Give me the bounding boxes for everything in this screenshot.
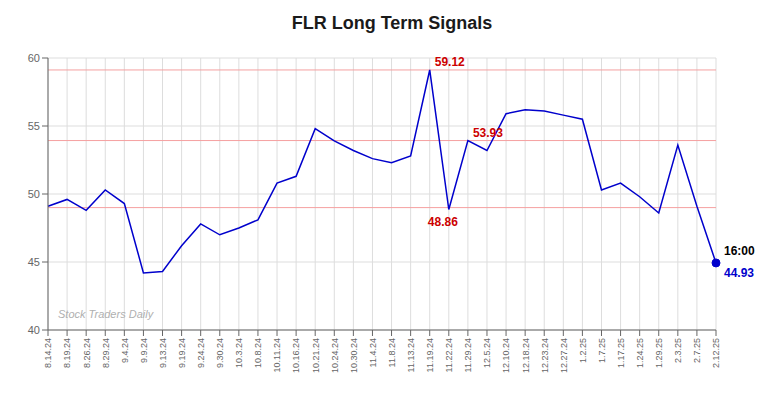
svg-text:9.30.24: 9.30.24: [215, 338, 225, 368]
svg-text:11.4.24: 11.4.24: [368, 338, 378, 367]
svg-text:9.9.24: 9.9.24: [139, 338, 149, 363]
svg-text:9.4.24: 9.4.24: [120, 338, 130, 363]
svg-text:11.19.24: 11.19.24: [425, 338, 435, 372]
svg-text:11.8.24: 11.8.24: [387, 338, 397, 367]
svg-text:10.8.24: 10.8.24: [253, 338, 263, 368]
svg-text:10.3.24: 10.3.24: [234, 338, 244, 368]
svg-text:8.29.24: 8.29.24: [101, 338, 111, 368]
svg-text:1.2.25: 1.2.25: [578, 338, 588, 363]
svg-text:10.21.24: 10.21.24: [311, 338, 321, 373]
svg-text:1.17.25: 1.17.25: [616, 338, 626, 368]
svg-text:2.7.25: 2.7.25: [692, 338, 702, 363]
svg-text:59.12: 59.12: [435, 55, 465, 69]
svg-text:45: 45: [28, 256, 40, 268]
svg-text:10.11.24: 10.11.24: [272, 338, 282, 372]
html-text:FLR Long Term Signals: FLR Long Term Signals: [291, 13, 493, 33]
html-text:Stock Traders Daily: Stock Traders Daily: [58, 308, 154, 320]
svg-text:10.30.24: 10.30.24: [349, 338, 359, 373]
svg-text:53.93: 53.93: [473, 126, 503, 140]
svg-text:10.16.24: 10.16.24: [292, 338, 302, 373]
svg-text:50: 50: [28, 188, 40, 200]
svg-text:10.24.24: 10.24.24: [330, 338, 340, 373]
svg-text:8.26.24: 8.26.24: [82, 338, 92, 368]
svg-text:1.29.25: 1.29.25: [654, 338, 664, 368]
svg-text:60: 60: [28, 52, 40, 64]
svg-text:9.19.24: 9.19.24: [177, 338, 187, 368]
svg-text:1.7.25: 1.7.25: [597, 338, 607, 363]
svg-text:44.93: 44.93: [724, 266, 754, 280]
svg-text:12.23.24: 12.23.24: [540, 338, 550, 373]
svg-text:55: 55: [28, 120, 40, 132]
svg-text:40: 40: [28, 324, 40, 336]
svg-text:16:00: 16:00: [724, 244, 755, 258]
svg-text:12.10.24: 12.10.24: [501, 338, 511, 373]
svg-text:8.19.24: 8.19.24: [62, 338, 72, 368]
svg-text:11.29.24: 11.29.24: [463, 338, 473, 372]
svg-text:12.27.24: 12.27.24: [559, 338, 569, 373]
svg-text:48.86: 48.86: [428, 215, 458, 229]
svg-text:11.22.24: 11.22.24: [444, 338, 454, 372]
svg-text:9.24.24: 9.24.24: [196, 338, 206, 368]
svg-text:9.13.24: 9.13.24: [158, 338, 168, 368]
svg-text:12.18.24: 12.18.24: [521, 338, 531, 373]
svg-text:8.14.24: 8.14.24: [43, 338, 53, 368]
svg-text:11.13.24: 11.13.24: [406, 338, 416, 372]
svg-text:12.5.24: 12.5.24: [482, 338, 492, 368]
svg-text:1.24.25: 1.24.25: [635, 338, 645, 368]
svg-text:2.3.25: 2.3.25: [673, 338, 683, 363]
svg-text:2.12.25: 2.12.25: [711, 338, 721, 368]
